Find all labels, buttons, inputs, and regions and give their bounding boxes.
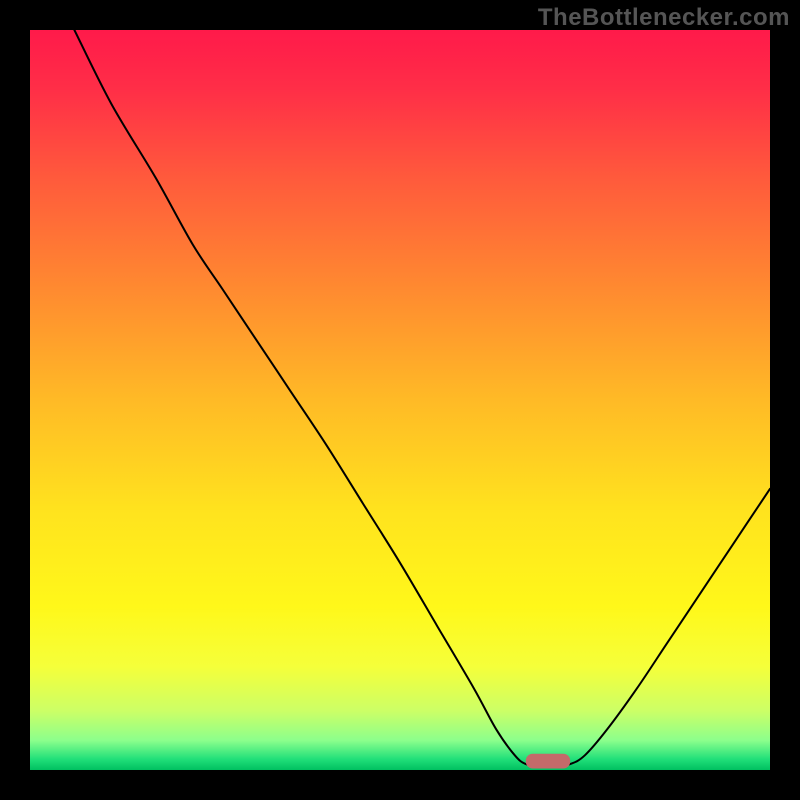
gradient-background bbox=[30, 30, 770, 770]
plot-svg bbox=[30, 30, 770, 770]
watermark-text: TheBottlenecker.com bbox=[538, 4, 790, 32]
optimal-marker bbox=[526, 754, 570, 769]
chart-stage: TheBottlenecker.com bbox=[0, 0, 800, 800]
plot-area bbox=[30, 30, 770, 770]
